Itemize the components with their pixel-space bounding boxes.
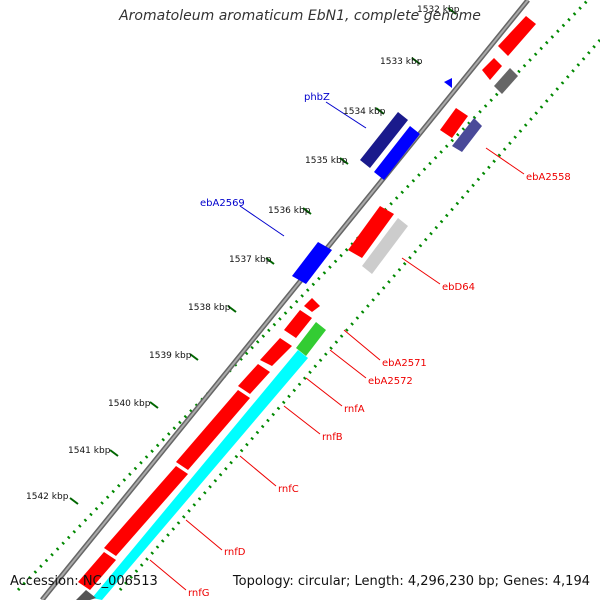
gene-slate <box>452 118 482 152</box>
tick-mark <box>302 207 312 215</box>
gene-red-5 <box>176 390 250 470</box>
tick-mark <box>339 157 349 165</box>
backbone-arc <box>40 0 530 600</box>
gene-gray-top <box>494 68 518 94</box>
tick-label: 1533 kbp <box>380 57 423 67</box>
gene-label: ebA2569 <box>200 198 245 209</box>
gene-navy-1 <box>360 112 408 168</box>
genome-title: Aromatoleum aromaticum EbN1, complete ge… <box>119 8 481 24</box>
gene-label: ebD64 <box>442 282 475 293</box>
tick-mark <box>109 449 119 457</box>
gene-red-top <box>498 16 536 56</box>
tick-marks <box>69 7 457 505</box>
tick-mark <box>227 305 237 313</box>
tick-mark <box>189 353 199 361</box>
tick-mark <box>447 7 457 15</box>
tick-label: 1541 kbp <box>68 446 111 456</box>
tick-label: 1540 kbp <box>108 399 151 409</box>
gene-cyan <box>92 350 308 600</box>
tick-label: 1539 kbp <box>149 351 192 361</box>
gene-blue-2 <box>292 242 332 284</box>
gene-blue-1 <box>374 126 420 180</box>
dotted-rings <box>16 0 600 592</box>
gene-red-3 <box>260 338 292 366</box>
gene-red-6 <box>104 466 188 556</box>
tick-label: 1534 kbp <box>343 107 386 117</box>
outer-genes <box>78 112 420 590</box>
tick-mark <box>375 107 385 115</box>
gene-red-mid <box>440 108 468 138</box>
tick-label: 1535 kbp <box>305 156 348 166</box>
gene-red-4 <box>238 364 270 394</box>
gene-label: ebA2572 <box>368 376 413 387</box>
gene-label: rnfG <box>188 588 210 599</box>
leader-lines <box>149 101 525 591</box>
topology-label: Topology: circular; Length: 4,296,230 bp… <box>232 574 590 589</box>
gene-red-7 <box>78 552 116 590</box>
gene-labels: phbZ ebA2569 ebA2558 ebD64 ebA2571 ebA2572 rnf… <box>188 92 571 599</box>
gene-label: ebA2571 <box>382 358 427 369</box>
tick-mark <box>265 257 275 265</box>
gene-blue-arrow <box>444 78 452 88</box>
tick-label: 1536 kbp <box>268 206 311 216</box>
gene-label: ebA2558 <box>526 172 571 183</box>
gene-red-ebD <box>348 206 394 258</box>
gene-lightgray <box>362 218 408 274</box>
tick-mark <box>69 497 79 505</box>
gene-green <box>296 322 326 356</box>
gene-red-top-2 <box>482 58 502 80</box>
tick-label: 1537 kbp <box>229 255 272 265</box>
tick-label: 1538 kbp <box>188 303 231 313</box>
inner-genes <box>76 16 536 600</box>
accession-label: Accession: NC_006513 <box>10 574 158 589</box>
gene-red-small-1 <box>304 298 320 312</box>
gene-gray-bottom <box>76 590 96 600</box>
gene-red-2 <box>284 310 312 338</box>
gene-label: rnfB <box>322 432 343 443</box>
gene-label: rnfD <box>224 547 246 558</box>
tick-mark <box>149 401 159 409</box>
gene-label: phbZ <box>304 92 330 103</box>
gene-label: rnfA <box>344 404 365 415</box>
tick-label: 1532 kbp <box>417 5 460 15</box>
tick-labels: 1532 kbp 1533 kbp 1534 kbp 1535 kbp 1536 kbp… <box>26 5 460 502</box>
gene-label: rnfC <box>278 484 299 495</box>
tick-label: 1542 kbp <box>26 492 69 502</box>
tick-mark <box>411 57 421 65</box>
